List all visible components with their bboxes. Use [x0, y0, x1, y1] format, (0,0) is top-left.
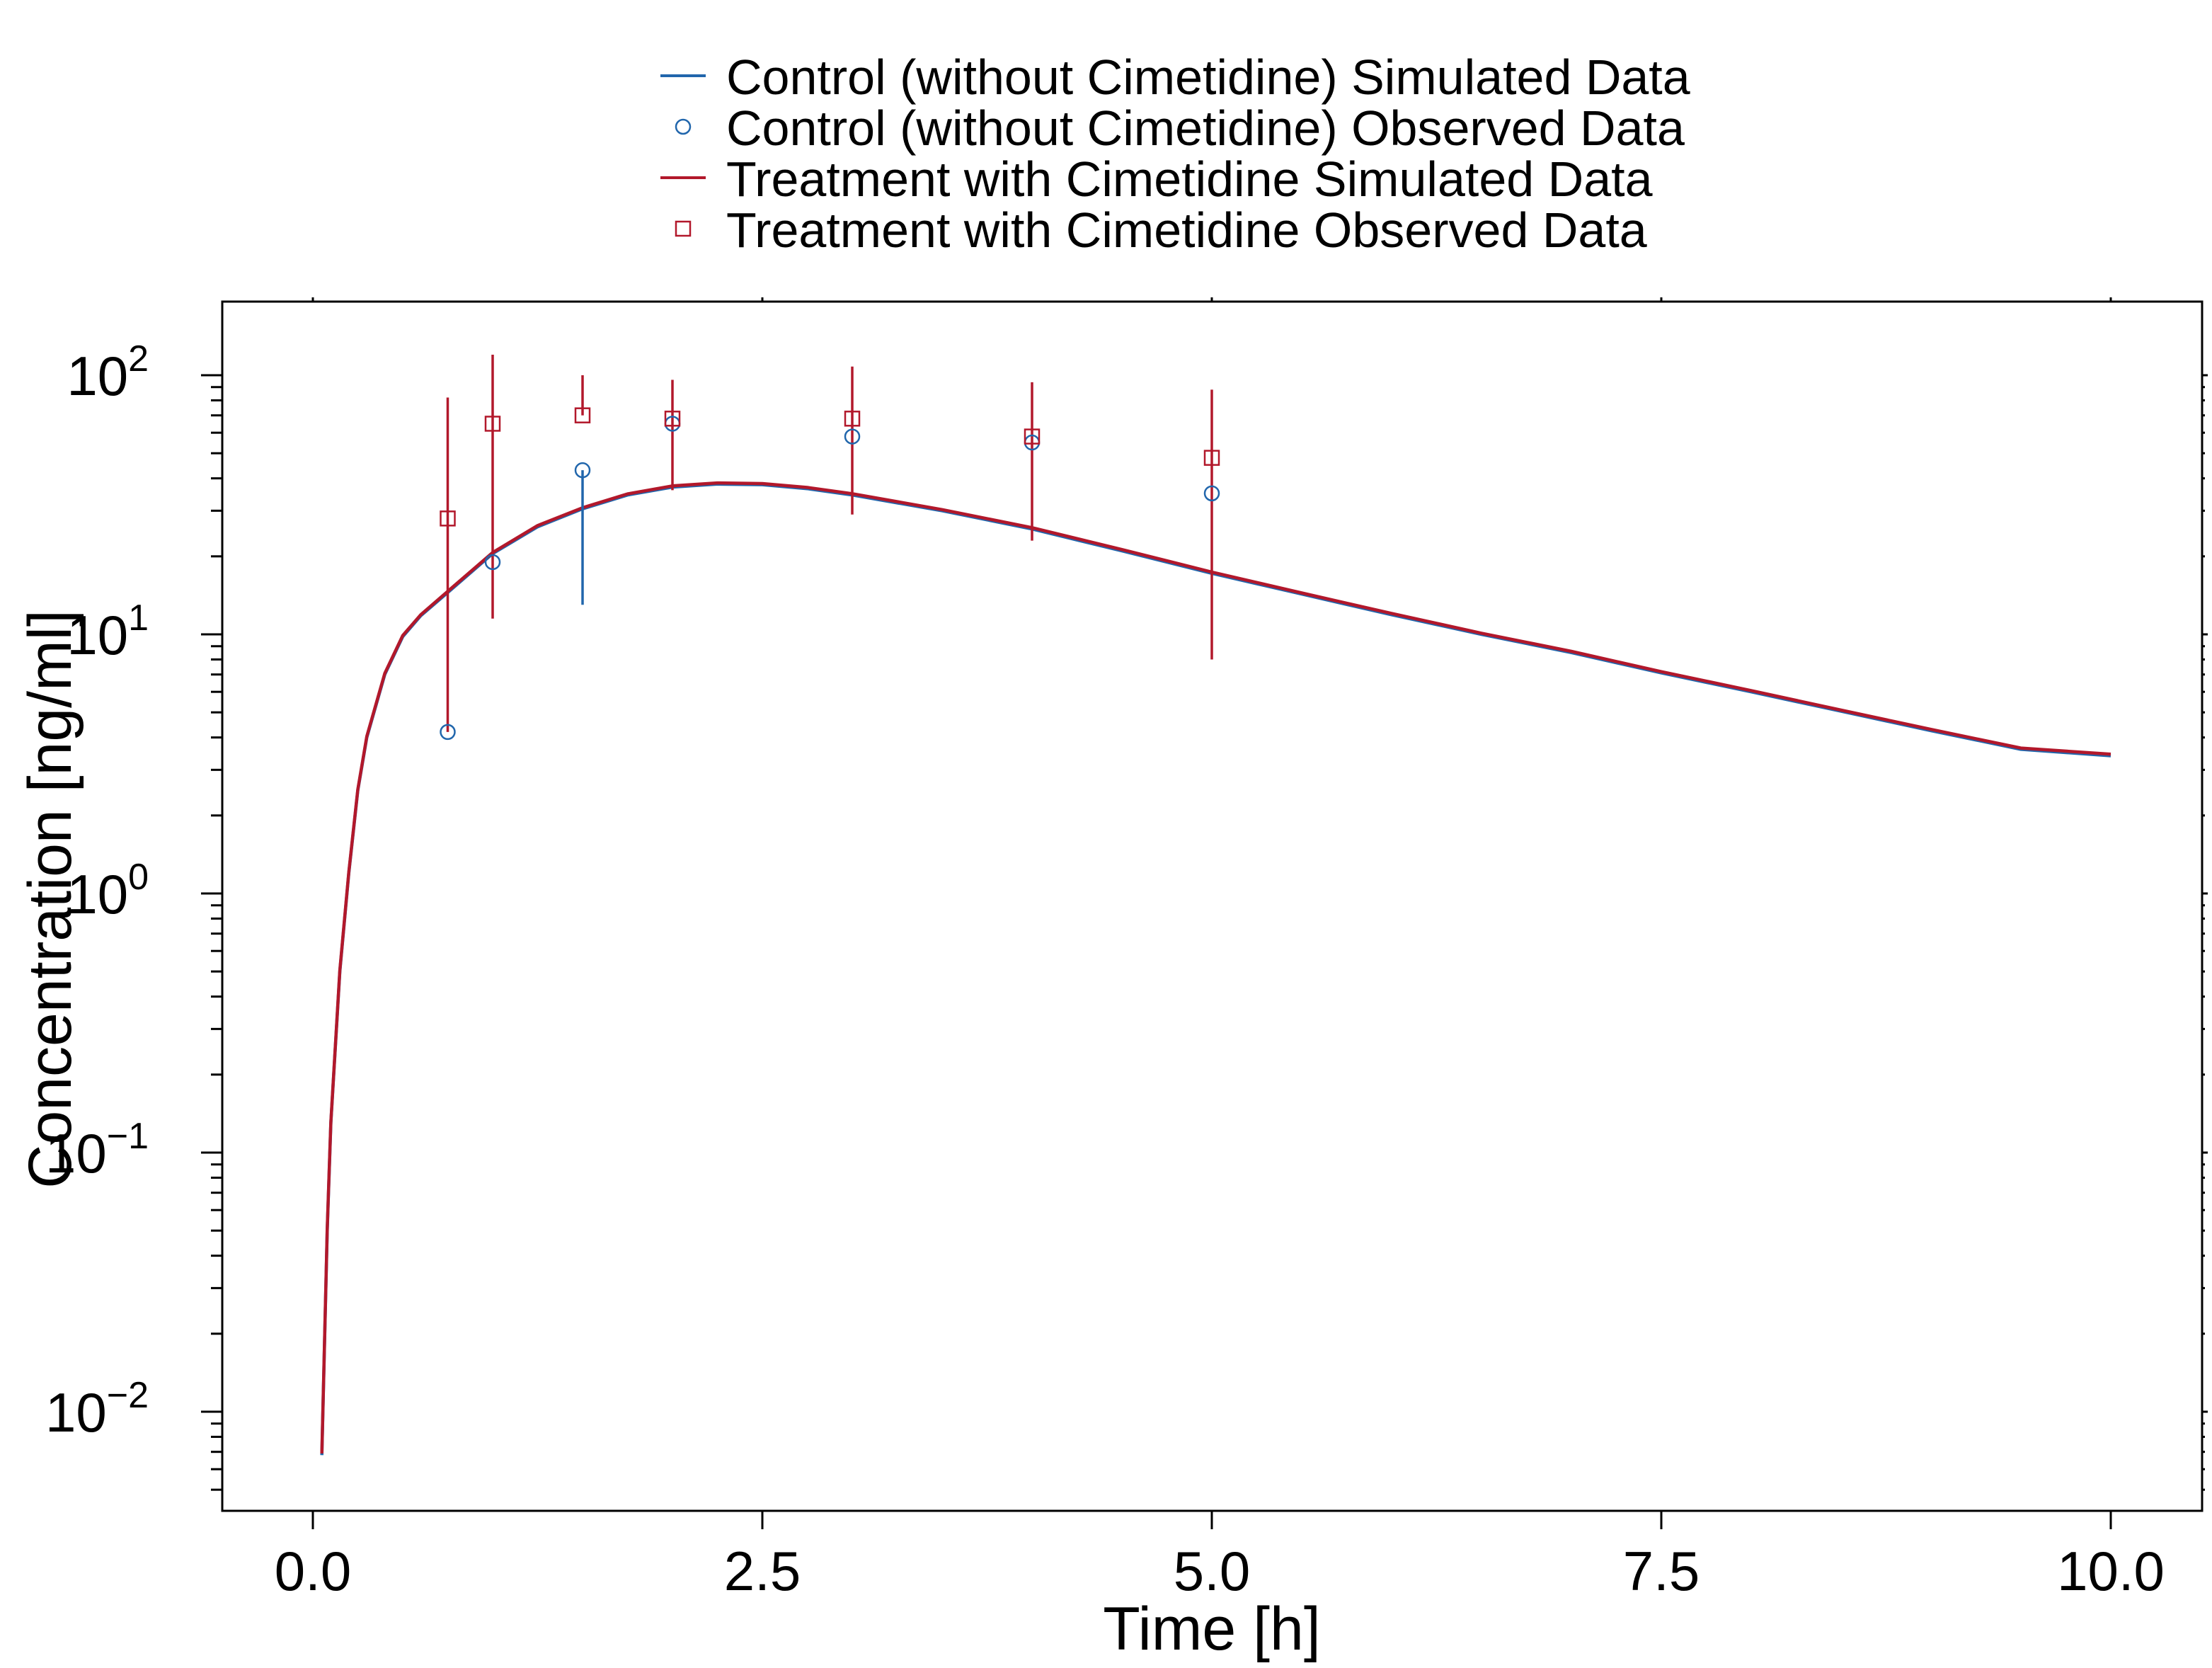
x-tick-label: 5.0	[1174, 1540, 1250, 1602]
legend-label: Control (without Cimetidine) Observed Da…	[726, 101, 1685, 156]
legend-label: Control (without Cimetidine) Simulated D…	[726, 50, 1690, 105]
observed-point-circle	[574, 462, 591, 479]
x-axis: 0.0 2.5 5.0 7.5 10.0	[275, 297, 2165, 1602]
observed-point-square	[1024, 428, 1041, 445]
y-tick-label: 10−2	[45, 1375, 149, 1444]
simulated-line	[320, 482, 2111, 1456]
y-tick-base: 10	[67, 863, 128, 925]
y-tick-base: 10	[45, 1381, 107, 1444]
legend-label: Treatment with Cimetidine Simulated Data	[726, 152, 1653, 207]
x-axis-label: Time [h]	[1103, 1595, 1320, 1663]
y-tick-label: 10−1	[45, 1116, 149, 1184]
x-tick-label: 0.0	[275, 1540, 351, 1602]
y-tick-exponent: −1	[107, 1116, 149, 1157]
y-axis-label: Concentration [ng/ml]	[16, 610, 84, 1188]
observed-point-square	[844, 411, 861, 427]
y-tick-base: 10	[67, 604, 128, 666]
observed-point-square	[1203, 450, 1220, 466]
observed-point-square	[664, 411, 681, 427]
y-tick-base: 10	[67, 345, 128, 407]
y-tick-exponent: −2	[107, 1375, 149, 1416]
observed-point-square	[574, 407, 591, 423]
observed-point-circle	[484, 554, 501, 571]
y-tick-exponent: 0	[128, 857, 149, 898]
observed-point-circle	[844, 428, 861, 445]
y-tick-label: 102	[67, 338, 149, 407]
observed-point-square	[484, 416, 501, 432]
y-tick-label: 100	[67, 857, 149, 925]
observed-point-circle	[1203, 485, 1220, 502]
x-tick-label: 2.5	[724, 1540, 801, 1602]
x-tick-label: 7.5	[1623, 1540, 1700, 1602]
y-tick-base: 10	[45, 1122, 107, 1184]
x-tick-label: 10.0	[2057, 1540, 2165, 1602]
legend-circle-swatch	[675, 118, 692, 135]
y-tick-label: 101	[67, 598, 149, 666]
observed-point-circle	[440, 724, 456, 741]
plot-series	[320, 355, 2111, 1456]
y-tick-exponent: 2	[128, 338, 149, 379]
observed-point-square	[440, 510, 456, 527]
legend-square-swatch	[675, 220, 692, 237]
simulated-line	[320, 481, 2111, 1454]
y-tick-exponent: 1	[128, 598, 149, 639]
legend: Control (without Cimetidine) Simulated D…	[660, 50, 1690, 258]
legend-label: Treatment with Cimetidine Observed Data	[726, 202, 1647, 258]
